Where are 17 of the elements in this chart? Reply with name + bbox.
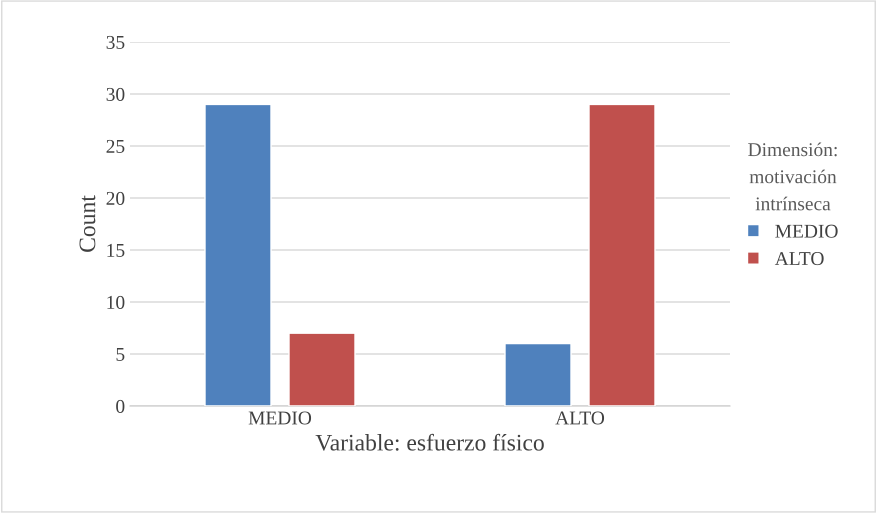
bar [504, 342, 572, 406]
y-tick-label: 10 [107, 296, 124, 309]
y-tick-label: 20 [106, 192, 124, 205]
bar [288, 332, 356, 406]
legend-label: MEDIO [775, 224, 838, 238]
y-tick-label: 25 [106, 140, 124, 153]
legend-title: Dimensión: motivación intrínseca [748, 142, 837, 210]
x-axis-title: Variable: esfuerzo físico [316, 434, 544, 451]
bar [588, 104, 656, 406]
legend-label: ALTO [774, 252, 824, 266]
y-tick-label: 0 [116, 400, 124, 413]
y-tick-label: 5 [116, 348, 124, 361]
bar [204, 104, 272, 406]
y-tick-label: 15 [107, 244, 124, 257]
y-tick-label: 30 [106, 88, 124, 101]
y-tick-label: 35 [106, 36, 124, 49]
y-axis-title: Count [79, 195, 96, 252]
